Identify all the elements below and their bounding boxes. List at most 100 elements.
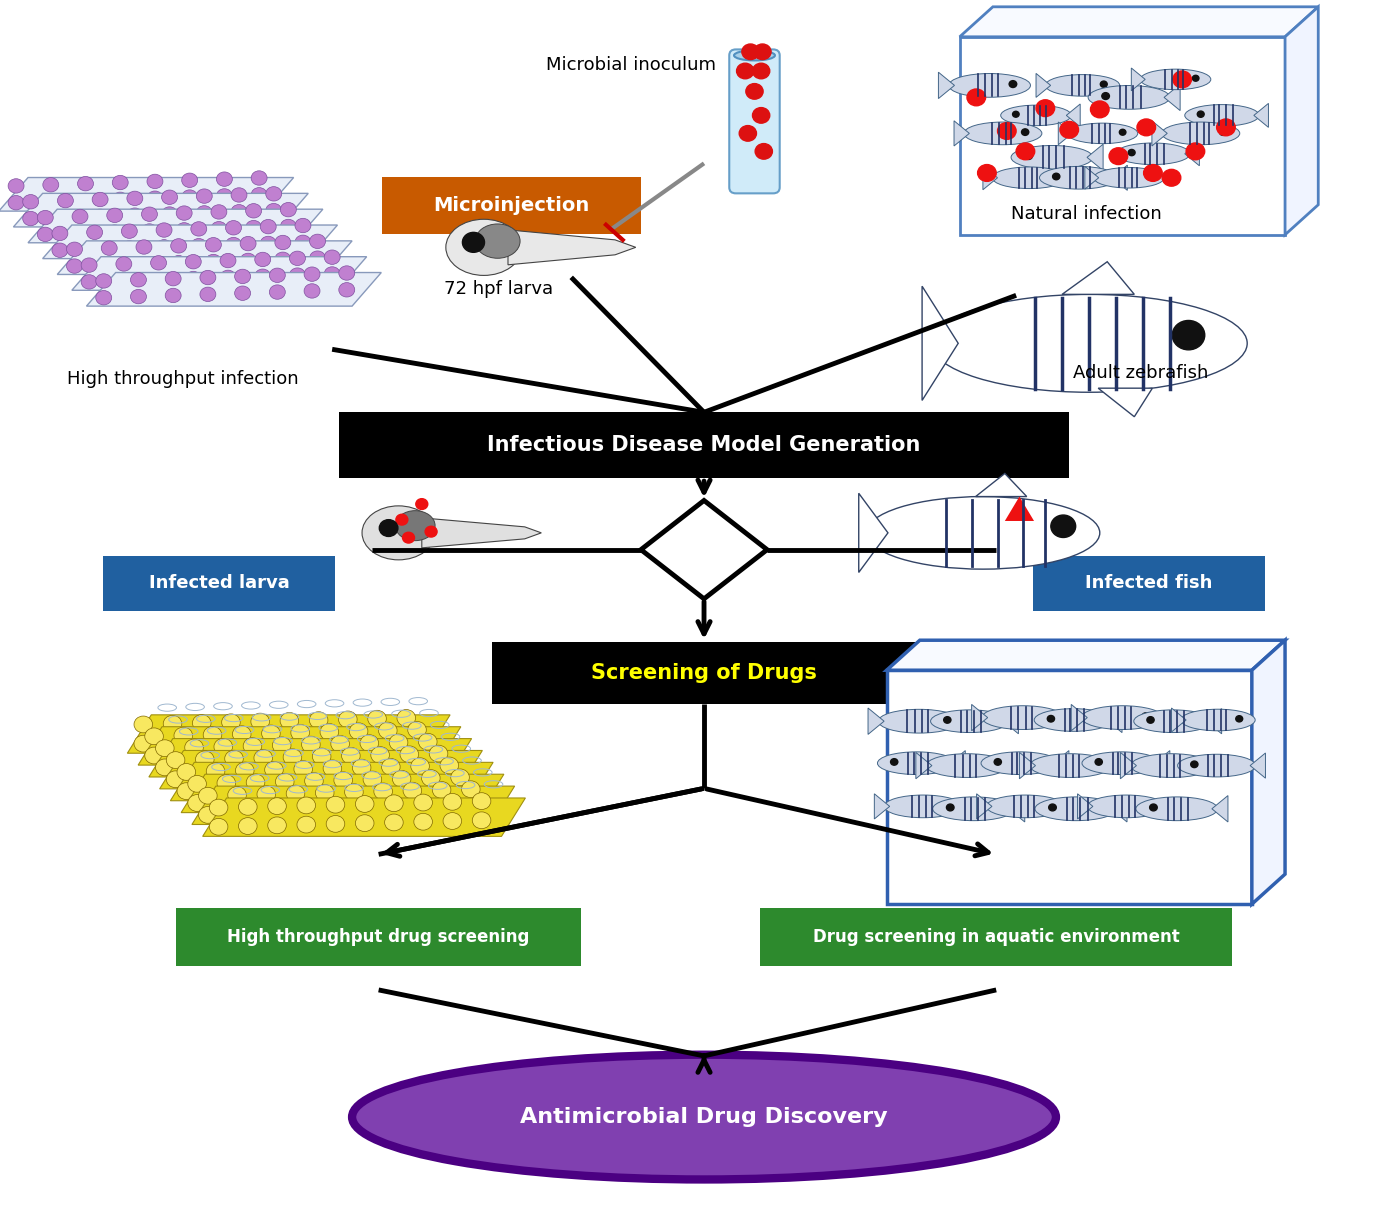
Circle shape — [280, 203, 296, 217]
Circle shape — [142, 208, 157, 221]
Circle shape — [1187, 143, 1204, 160]
Polygon shape — [1206, 709, 1221, 733]
Circle shape — [939, 716, 946, 724]
Ellipse shape — [986, 795, 1064, 818]
Circle shape — [283, 768, 301, 784]
Circle shape — [338, 283, 355, 297]
Polygon shape — [1121, 753, 1137, 779]
Circle shape — [1101, 92, 1110, 100]
Circle shape — [257, 785, 275, 802]
Polygon shape — [1251, 640, 1286, 904]
Circle shape — [184, 739, 203, 756]
Circle shape — [363, 790, 382, 807]
Circle shape — [1009, 80, 1016, 87]
Circle shape — [1191, 761, 1198, 767]
Text: Infected larva: Infected larva — [148, 574, 290, 592]
Ellipse shape — [1115, 143, 1191, 165]
Circle shape — [334, 792, 352, 807]
Ellipse shape — [1011, 146, 1093, 169]
Circle shape — [389, 753, 408, 770]
Circle shape — [742, 44, 759, 59]
Circle shape — [1145, 174, 1152, 180]
Circle shape — [422, 789, 440, 806]
Polygon shape — [1005, 497, 1034, 521]
Polygon shape — [193, 787, 514, 824]
Circle shape — [250, 732, 270, 749]
Circle shape — [92, 192, 109, 206]
FancyBboxPatch shape — [1033, 556, 1265, 611]
Circle shape — [408, 721, 426, 738]
Polygon shape — [868, 708, 884, 734]
Circle shape — [116, 257, 132, 271]
Circle shape — [1173, 320, 1204, 350]
Ellipse shape — [1067, 123, 1137, 143]
Circle shape — [1110, 148, 1127, 165]
Circle shape — [72, 226, 88, 240]
Circle shape — [280, 713, 298, 730]
Circle shape — [294, 779, 312, 796]
Circle shape — [472, 793, 491, 810]
Circle shape — [280, 220, 296, 233]
Text: Infectious Disease Model Generation: Infectious Disease Model Generation — [487, 436, 921, 455]
Circle shape — [1049, 804, 1056, 811]
Circle shape — [107, 225, 122, 239]
Polygon shape — [1185, 142, 1199, 166]
Circle shape — [324, 267, 340, 282]
Polygon shape — [887, 640, 1286, 670]
Circle shape — [451, 788, 469, 805]
Circle shape — [341, 748, 360, 764]
Circle shape — [397, 728, 415, 745]
Ellipse shape — [980, 751, 1059, 775]
Circle shape — [102, 257, 117, 272]
Polygon shape — [1062, 262, 1134, 294]
Polygon shape — [148, 738, 472, 777]
Circle shape — [199, 271, 216, 285]
Circle shape — [320, 724, 338, 741]
Circle shape — [345, 784, 363, 800]
Circle shape — [338, 266, 355, 280]
Text: High throughput drug screening: High throughput drug screening — [227, 929, 529, 946]
Circle shape — [126, 191, 143, 205]
Circle shape — [331, 736, 349, 753]
Circle shape — [191, 222, 206, 236]
Circle shape — [1119, 129, 1126, 135]
Circle shape — [268, 798, 286, 815]
Polygon shape — [1152, 120, 1167, 146]
Polygon shape — [0, 177, 294, 211]
Circle shape — [151, 272, 166, 287]
Circle shape — [309, 234, 326, 249]
FancyBboxPatch shape — [338, 413, 1070, 478]
Ellipse shape — [1162, 123, 1240, 144]
Circle shape — [231, 205, 248, 219]
Circle shape — [87, 225, 103, 239]
Circle shape — [425, 526, 437, 537]
Circle shape — [286, 785, 305, 802]
Circle shape — [355, 815, 374, 832]
Circle shape — [381, 778, 400, 794]
Circle shape — [360, 754, 378, 771]
Circle shape — [121, 223, 138, 238]
Circle shape — [126, 208, 143, 222]
Circle shape — [246, 221, 261, 234]
Circle shape — [188, 795, 206, 811]
Circle shape — [301, 755, 320, 772]
Circle shape — [334, 772, 352, 789]
Circle shape — [254, 768, 272, 785]
Circle shape — [77, 193, 94, 208]
Circle shape — [113, 175, 128, 189]
Circle shape — [403, 801, 422, 818]
Polygon shape — [1004, 709, 1019, 733]
Circle shape — [403, 782, 422, 799]
Polygon shape — [1165, 84, 1180, 110]
Polygon shape — [983, 166, 997, 189]
Circle shape — [206, 762, 226, 779]
Text: Drug screening in aquatic environment: Drug screening in aquatic environment — [813, 929, 1180, 946]
Circle shape — [270, 268, 285, 283]
Circle shape — [195, 770, 214, 787]
Circle shape — [144, 728, 164, 744]
Circle shape — [1048, 715, 1055, 722]
Circle shape — [1236, 716, 1243, 722]
Ellipse shape — [1136, 796, 1218, 821]
Ellipse shape — [1185, 104, 1260, 126]
Circle shape — [1053, 174, 1060, 180]
